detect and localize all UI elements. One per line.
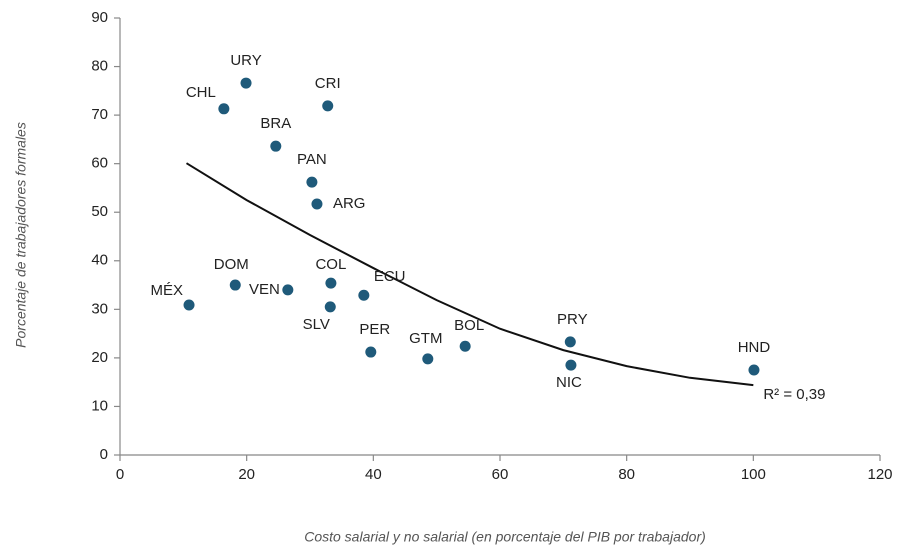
y-tick-label: 80 <box>91 58 108 75</box>
y-tick-label: 60 <box>91 155 108 172</box>
point <box>282 284 294 296</box>
point <box>325 277 337 289</box>
x-tick-label: 20 <box>238 466 255 483</box>
point-label: CHL <box>186 84 216 101</box>
y-tick-label: 90 <box>91 9 108 26</box>
point <box>218 103 230 115</box>
point-label: PRY <box>557 311 588 328</box>
trend-line <box>185 162 754 387</box>
point-label: CRI <box>315 75 341 92</box>
y-tick-label: 70 <box>91 106 108 123</box>
point <box>365 346 377 358</box>
point-label: SLV <box>303 316 330 333</box>
y-tick-label: 30 <box>91 300 108 317</box>
point-label: COL <box>315 256 346 273</box>
point <box>422 353 434 365</box>
point <box>564 336 576 348</box>
point <box>229 279 241 291</box>
point <box>459 340 471 352</box>
point <box>183 299 195 311</box>
point-label: VEN <box>249 281 280 298</box>
trend-label: R² = 0,39 <box>763 386 825 403</box>
point <box>270 140 282 152</box>
point <box>565 359 577 371</box>
point <box>324 301 336 313</box>
point <box>322 100 334 112</box>
point <box>311 198 323 210</box>
point-label: HND <box>738 339 771 356</box>
x-tick-label: 100 <box>741 466 766 483</box>
y-tick-label: 0 <box>100 446 108 463</box>
point <box>240 77 252 89</box>
point-label: GTM <box>409 330 442 347</box>
point-label: MÉX <box>151 282 184 299</box>
x-tick-label: 0 <box>116 466 124 483</box>
point <box>358 289 370 301</box>
x-tick-label: 120 <box>867 466 892 483</box>
y-tick-label: 50 <box>91 203 108 220</box>
point-label: PER <box>359 321 390 338</box>
point-label: BOL <box>454 317 484 334</box>
point <box>306 176 318 188</box>
point <box>748 364 760 376</box>
x-axis-label: Costo salarial y no salarial (en porcent… <box>304 529 706 545</box>
x-tick-label: 80 <box>618 466 635 483</box>
point-label: BRA <box>260 115 291 132</box>
point-label: PAN <box>297 151 327 168</box>
point-label: ARG <box>333 195 366 212</box>
y-tick-label: 20 <box>91 349 108 366</box>
y-tick-label: 10 <box>91 397 108 414</box>
point-label: URY <box>230 52 261 69</box>
y-axis-label: Porcentaje de trabajadores formales <box>13 122 29 348</box>
x-tick-label: 40 <box>365 466 382 483</box>
x-tick-label: 60 <box>492 466 509 483</box>
point-label: ECU <box>374 268 406 285</box>
y-tick-label: 40 <box>91 252 108 269</box>
point-label: NIC <box>556 374 582 391</box>
point-label: DOM <box>214 256 249 273</box>
